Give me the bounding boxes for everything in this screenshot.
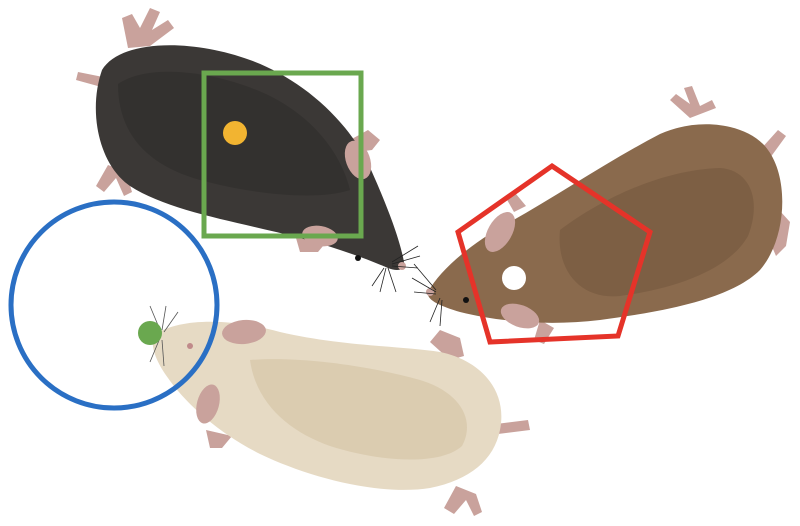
black-mouse-back-foot-top	[122, 8, 174, 48]
yellow-dot	[223, 121, 247, 145]
brown-mouse-back-foot-top	[670, 86, 716, 118]
cream-mouse	[149, 305, 530, 516]
cream-mouse-back-foot-bottom	[444, 486, 482, 516]
black-mouse-nose	[398, 262, 406, 270]
brown-mouse-body-shade	[559, 168, 754, 297]
cream-mouse-eye	[187, 343, 193, 349]
brown-mouse-nose	[426, 288, 434, 296]
brown-mouse-front-foot-top	[506, 194, 526, 212]
black-mouse	[76, 8, 421, 293]
green-square-marker	[201, 70, 364, 239]
cream-mouse-front-foot-top	[430, 330, 464, 360]
cream-mouse-ear-top	[222, 319, 266, 345]
cream-mouse-tail	[496, 420, 530, 434]
cream-mouse-ear-bottom	[196, 384, 220, 424]
cream-mouse-front-foot-left	[206, 430, 232, 448]
brown-mouse-eye	[463, 297, 469, 303]
white-dot	[502, 266, 526, 290]
cream-mouse-body-shade	[250, 359, 467, 460]
red-pentagon-marker	[455, 162, 653, 345]
blue-circle-marker	[8, 199, 220, 411]
brown-mouse-whiskers	[411, 263, 443, 327]
black-mouse-ear-left	[344, 140, 372, 180]
brown-mouse-ear-right	[500, 303, 540, 329]
brown-mouse-ear-left	[484, 212, 516, 252]
green-dot	[138, 321, 162, 345]
brown-mouse	[411, 86, 790, 344]
black-mouse-eye	[355, 255, 361, 261]
black-mouse-whiskers	[371, 245, 421, 293]
